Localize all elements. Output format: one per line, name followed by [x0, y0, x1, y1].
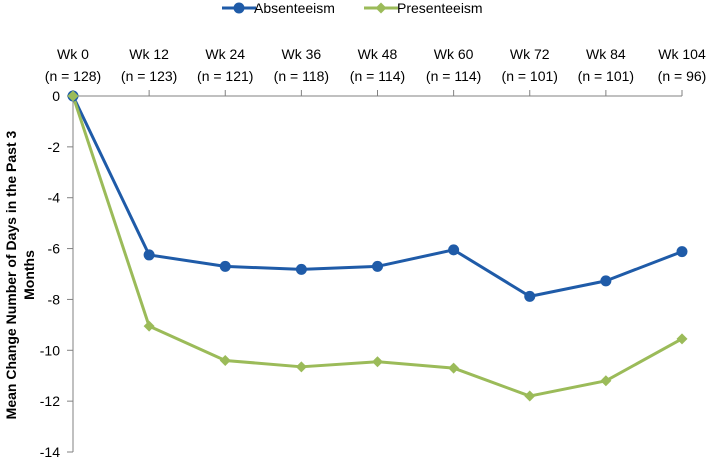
x-tick-label: Wk 36	[282, 46, 322, 62]
x-tick-count: (n = 128)	[45, 68, 101, 84]
y-tick-labels: 0 -2 -4 -6 -8 -10 -12 -14	[40, 88, 60, 458]
y-axis-title-line-1: Mean Change Number of Days in the Past 3	[3, 130, 19, 419]
data-point-presenteeism	[372, 356, 383, 368]
x-tick-count: (n = 96)	[658, 68, 707, 84]
x-tick-label: Wk 84	[586, 46, 626, 62]
data-point-absenteeism	[524, 290, 536, 302]
y-tick-label: -12	[40, 393, 60, 409]
data-point-absenteeism	[676, 246, 688, 258]
data-point-presenteeism	[143, 320, 155, 332]
x-tick-label: Wk 72	[510, 46, 550, 62]
x-tick-label: Wk 104	[658, 46, 706, 62]
data-point-presenteeism	[676, 333, 688, 345]
data-point-absenteeism	[143, 249, 155, 261]
x-tick-labels: Wk 0 (n = 128) Wk 12 (n = 123) Wk 24 (n = 121…	[45, 46, 707, 84]
x-tick-count: (n = 101)	[502, 68, 558, 84]
x-tick-label: Wk 48	[358, 46, 398, 62]
x-tick-label: Wk 24	[205, 46, 245, 62]
legend: Absenteeism Presenteeism	[222, 0, 483, 16]
y-tick-label: -6	[48, 241, 61, 257]
legend-label-presenteeism: Presenteeism	[397, 0, 483, 16]
x-tick-label: Wk 12	[129, 46, 169, 62]
y-axis-title-line-2: Months	[21, 250, 37, 300]
series-markers	[67, 90, 688, 402]
y-tick-label: -8	[48, 291, 61, 307]
data-point-presenteeism	[600, 375, 612, 387]
data-point-presenteeism	[295, 361, 307, 373]
y-tick-label: -14	[40, 444, 60, 458]
data-point-absenteeism	[219, 260, 231, 272]
data-point-absenteeism	[295, 263, 307, 275]
y-tick-label: -2	[48, 139, 61, 155]
data-point-absenteeism	[372, 260, 383, 272]
y-tick-label: 0	[52, 88, 60, 104]
x-tick-label: Wk 0	[57, 46, 89, 62]
x-tick-label: Wk 60	[434, 46, 474, 62]
x-tick-count: (n = 118)	[274, 68, 329, 84]
data-point-presenteeism	[448, 362, 460, 374]
data-point-presenteeism	[67, 90, 79, 102]
data-point-absenteeism	[600, 275, 612, 287]
x-tick-count: (n = 101)	[578, 68, 634, 84]
data-point-presenteeism	[524, 390, 536, 402]
data-point-absenteeism	[448, 244, 460, 256]
x-tick-count: (n = 114)	[426, 68, 481, 84]
y-tick-label: -10	[40, 342, 60, 358]
axes	[67, 90, 683, 453]
legend-marker-presenteeism	[375, 2, 387, 14]
legend-label-absenteeism: Absenteeism	[254, 0, 335, 16]
series-line-presenteeism	[71, 95, 683, 398]
legend-marker-absenteeism	[233, 2, 245, 14]
x-tick-count: (n = 114)	[350, 68, 405, 84]
series-lines	[71, 95, 683, 398]
y-tick-label: -4	[48, 190, 61, 206]
x-tick-count: (n = 123)	[121, 68, 177, 84]
data-point-presenteeism	[219, 354, 231, 366]
x-tick-count: (n = 121)	[197, 68, 253, 84]
